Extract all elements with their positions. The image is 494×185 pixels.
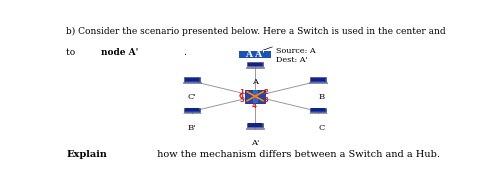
FancyBboxPatch shape [248,123,262,127]
FancyBboxPatch shape [310,78,326,82]
Text: 4: 4 [251,103,256,109]
FancyBboxPatch shape [185,78,199,81]
Text: Explain: Explain [66,150,107,159]
FancyBboxPatch shape [184,78,200,82]
Text: .: . [183,48,186,57]
Text: A': A' [251,139,259,147]
FancyBboxPatch shape [247,62,263,66]
FancyBboxPatch shape [183,82,201,83]
Text: B: B [319,93,325,101]
Text: 3: 3 [264,97,269,103]
Text: B': B' [188,124,196,132]
Text: C: C [319,124,325,132]
FancyBboxPatch shape [245,90,265,103]
FancyBboxPatch shape [247,123,263,127]
Text: C': C' [188,93,197,101]
FancyBboxPatch shape [310,108,326,112]
Text: how the mechanism differs between a Switch and a Hub.: how the mechanism differs between a Swit… [154,150,440,159]
FancyBboxPatch shape [184,108,200,112]
FancyBboxPatch shape [311,78,325,81]
FancyBboxPatch shape [252,90,257,103]
Text: 6: 6 [238,93,243,99]
Text: 1: 1 [240,89,245,95]
Text: A: A [252,78,258,86]
FancyBboxPatch shape [247,67,264,68]
Text: A A': A A' [245,50,265,59]
Text: b) Consider the scenario presented below. Here a Switch is used in the center an: b) Consider the scenario presented below… [66,27,449,36]
FancyBboxPatch shape [183,112,201,113]
FancyBboxPatch shape [309,82,327,83]
Text: node A': node A' [101,48,139,57]
FancyBboxPatch shape [309,112,327,113]
Text: to: to [66,48,79,57]
Text: Source: A
Dest: A': Source: A Dest: A' [276,47,316,64]
Text: 2: 2 [264,89,269,95]
FancyBboxPatch shape [185,108,199,112]
FancyBboxPatch shape [247,128,264,129]
FancyBboxPatch shape [248,63,262,66]
FancyBboxPatch shape [239,51,271,58]
FancyBboxPatch shape [311,108,325,112]
Text: 5: 5 [240,97,245,103]
